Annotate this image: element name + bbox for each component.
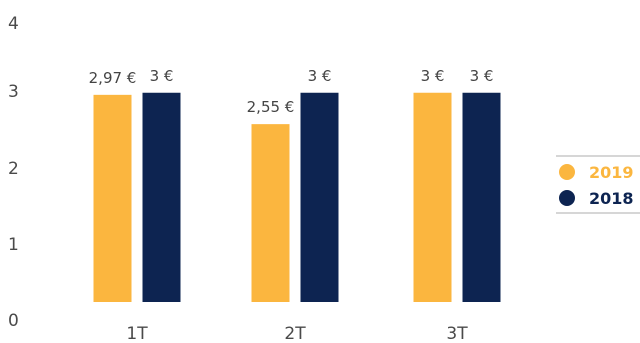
data-labels: 2,97 € 3 € 2,55 € 3 € 3 € 3 € (89, 67, 494, 116)
category-label: 1T (126, 324, 148, 343)
y-tick-label: 4 (8, 14, 19, 34)
y-tick-label: 2 (8, 159, 19, 179)
legend-label: 2018 (589, 189, 634, 208)
data-label: 2,97 € (89, 69, 137, 87)
data-label: 3 € (470, 67, 494, 85)
bar-2018-1T (142, 92, 181, 302)
data-label: 3 € (150, 67, 174, 85)
y-axis-ticks: 0 1 2 3 4 (8, 14, 19, 331)
data-label: 2,55 € (247, 98, 295, 116)
category-label: 3T (446, 324, 468, 343)
bar-2019-3T (413, 92, 452, 302)
bars (93, 92, 501, 302)
category-label: 2T (284, 324, 306, 343)
data-label: 3 € (308, 67, 332, 85)
legend-marker (559, 164, 575, 180)
bar-2019-1T (93, 94, 132, 302)
y-tick-label: 0 (8, 311, 19, 331)
data-label: 3 € (421, 67, 445, 85)
bar-2018-2T (300, 92, 339, 302)
bar-2018-3T (462, 92, 501, 302)
x-axis-categories: 1T 2T 3T (126, 324, 468, 343)
legend: 2019 2018 (556, 155, 640, 214)
bar-2019-2T (251, 124, 290, 302)
y-tick-label: 1 (8, 235, 19, 255)
y-tick-label: 3 (8, 82, 19, 102)
legend-marker (559, 190, 575, 206)
legend-label: 2019 (589, 163, 634, 182)
